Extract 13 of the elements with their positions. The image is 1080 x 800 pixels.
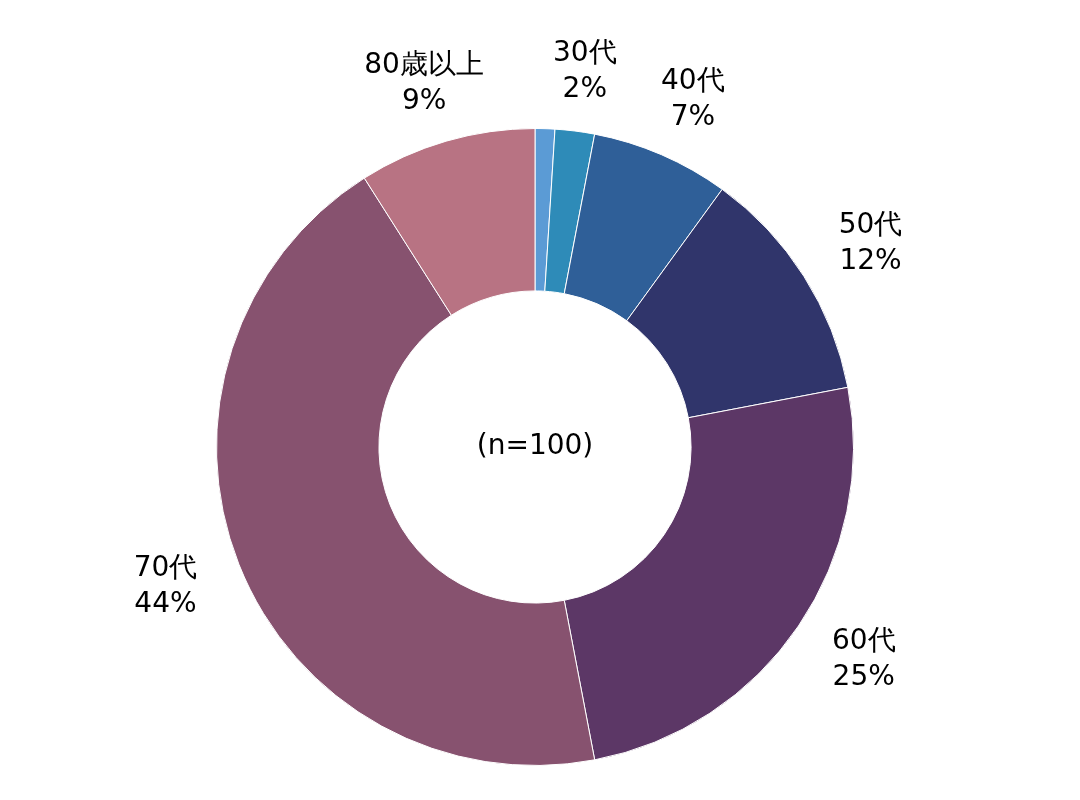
data-label: 9%	[401, 82, 447, 116]
slice-label: 50代	[838, 207, 903, 241]
data-label: 2%	[562, 70, 608, 104]
slice-label: 30代	[552, 34, 617, 68]
slice-label: 70代	[133, 549, 198, 583]
data-label: 44%	[134, 585, 197, 619]
data-label: 7%	[670, 98, 716, 132]
slice-label: 60代	[831, 623, 896, 657]
data-label: 12%	[839, 243, 902, 277]
slice-label: 40代	[661, 62, 725, 96]
slice-label: 80歳以上	[364, 46, 484, 80]
data-label: 25%	[832, 659, 895, 693]
text: (n=100)	[476, 428, 594, 462]
